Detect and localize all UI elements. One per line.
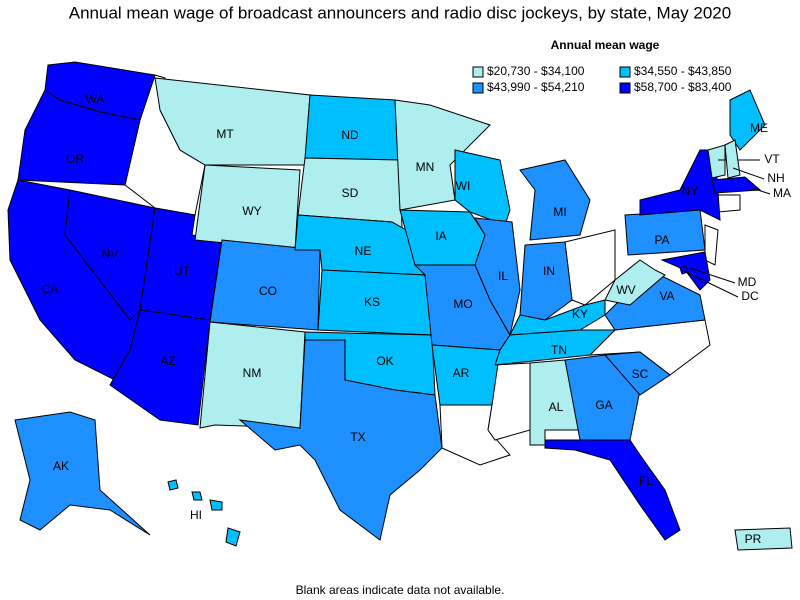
state-label: OR <box>66 152 84 166</box>
legend-label: $20,730 - $34,100 <box>487 64 585 78</box>
legend-label: $43,990 - $54,210 <box>487 80 585 94</box>
state-label: MA <box>773 186 791 200</box>
state-label: WA <box>86 92 105 106</box>
state <box>711 176 762 194</box>
state-label: SC <box>632 367 649 381</box>
map-title: Annual mean wage of broadcast announcers… <box>69 3 731 22</box>
state <box>431 344 501 406</box>
leader-line <box>732 167 765 180</box>
state <box>209 499 223 511</box>
state <box>604 259 666 306</box>
state-label: KS <box>364 295 380 309</box>
state <box>564 229 616 306</box>
state <box>603 351 671 396</box>
legend-swatch <box>619 82 631 94</box>
state-label: MO <box>453 297 472 311</box>
state <box>639 149 721 221</box>
state <box>474 217 521 337</box>
state-label: WY <box>242 204 261 218</box>
state-label: TN <box>551 343 567 357</box>
state <box>707 144 726 179</box>
state-label: MT <box>216 127 234 141</box>
state-label: CA <box>42 282 59 296</box>
state-label: MD <box>738 275 757 289</box>
state-label: NM <box>243 366 262 380</box>
leader-line <box>683 270 739 298</box>
state-label: PR <box>745 532 762 546</box>
state <box>724 139 741 179</box>
legend-swatch <box>472 82 484 94</box>
state-label: WI <box>456 179 471 193</box>
state-label: NY <box>682 184 699 198</box>
state-label: PA <box>654 233 669 247</box>
leader-line <box>751 187 771 195</box>
state <box>729 89 766 151</box>
state <box>704 224 719 266</box>
state <box>191 491 203 501</box>
state <box>544 439 681 541</box>
state-label: GA <box>595 398 612 412</box>
legend-swatch <box>619 66 631 78</box>
legend-swatch <box>472 66 484 78</box>
legend-label: $34,550 - $43,850 <box>634 64 732 78</box>
state <box>167 479 179 491</box>
state-label: FL <box>639 474 653 488</box>
state <box>519 159 591 241</box>
state-label: OK <box>376 354 393 368</box>
state-label: HI <box>190 508 202 522</box>
state-label: AL <box>549 400 564 414</box>
state-label: AZ <box>160 354 175 368</box>
state <box>14 411 151 536</box>
state <box>734 527 793 551</box>
state-label: VA <box>659 289 674 303</box>
footnote: Blank areas indicate data not available. <box>296 583 505 597</box>
leader-line <box>689 267 736 284</box>
state-label: AK <box>53 459 69 473</box>
state-label: TX <box>350 430 365 444</box>
state <box>519 241 573 321</box>
state-label: MI <box>553 205 566 219</box>
blank-states <box>124 74 741 466</box>
state-label: AR <box>453 366 470 380</box>
state-label: MN <box>416 160 435 174</box>
state-label: NE <box>355 244 372 258</box>
state <box>64 189 156 321</box>
state-label: IL <box>498 269 508 283</box>
state-label: SD <box>342 186 359 200</box>
state-label: ME <box>750 121 768 135</box>
state <box>225 527 241 547</box>
state-label: DC <box>741 289 759 303</box>
state-label: VT <box>764 152 780 166</box>
state-label: NV <box>102 247 119 261</box>
state-label: NH <box>767 171 784 185</box>
state <box>17 89 141 186</box>
state-label: IN <box>543 264 555 278</box>
state <box>238 339 443 541</box>
state-label: WV <box>616 283 635 297</box>
state-label: ND <box>341 128 359 142</box>
state-label: IA <box>435 229 446 243</box>
state-label: CO <box>259 284 277 298</box>
legend-title: Annual mean wage <box>551 38 660 52</box>
state <box>564 354 641 441</box>
state-label: UT <box>174 264 191 278</box>
legend-label: $58,700 - $83,400 <box>634 80 732 94</box>
state-label: KY <box>572 307 588 321</box>
